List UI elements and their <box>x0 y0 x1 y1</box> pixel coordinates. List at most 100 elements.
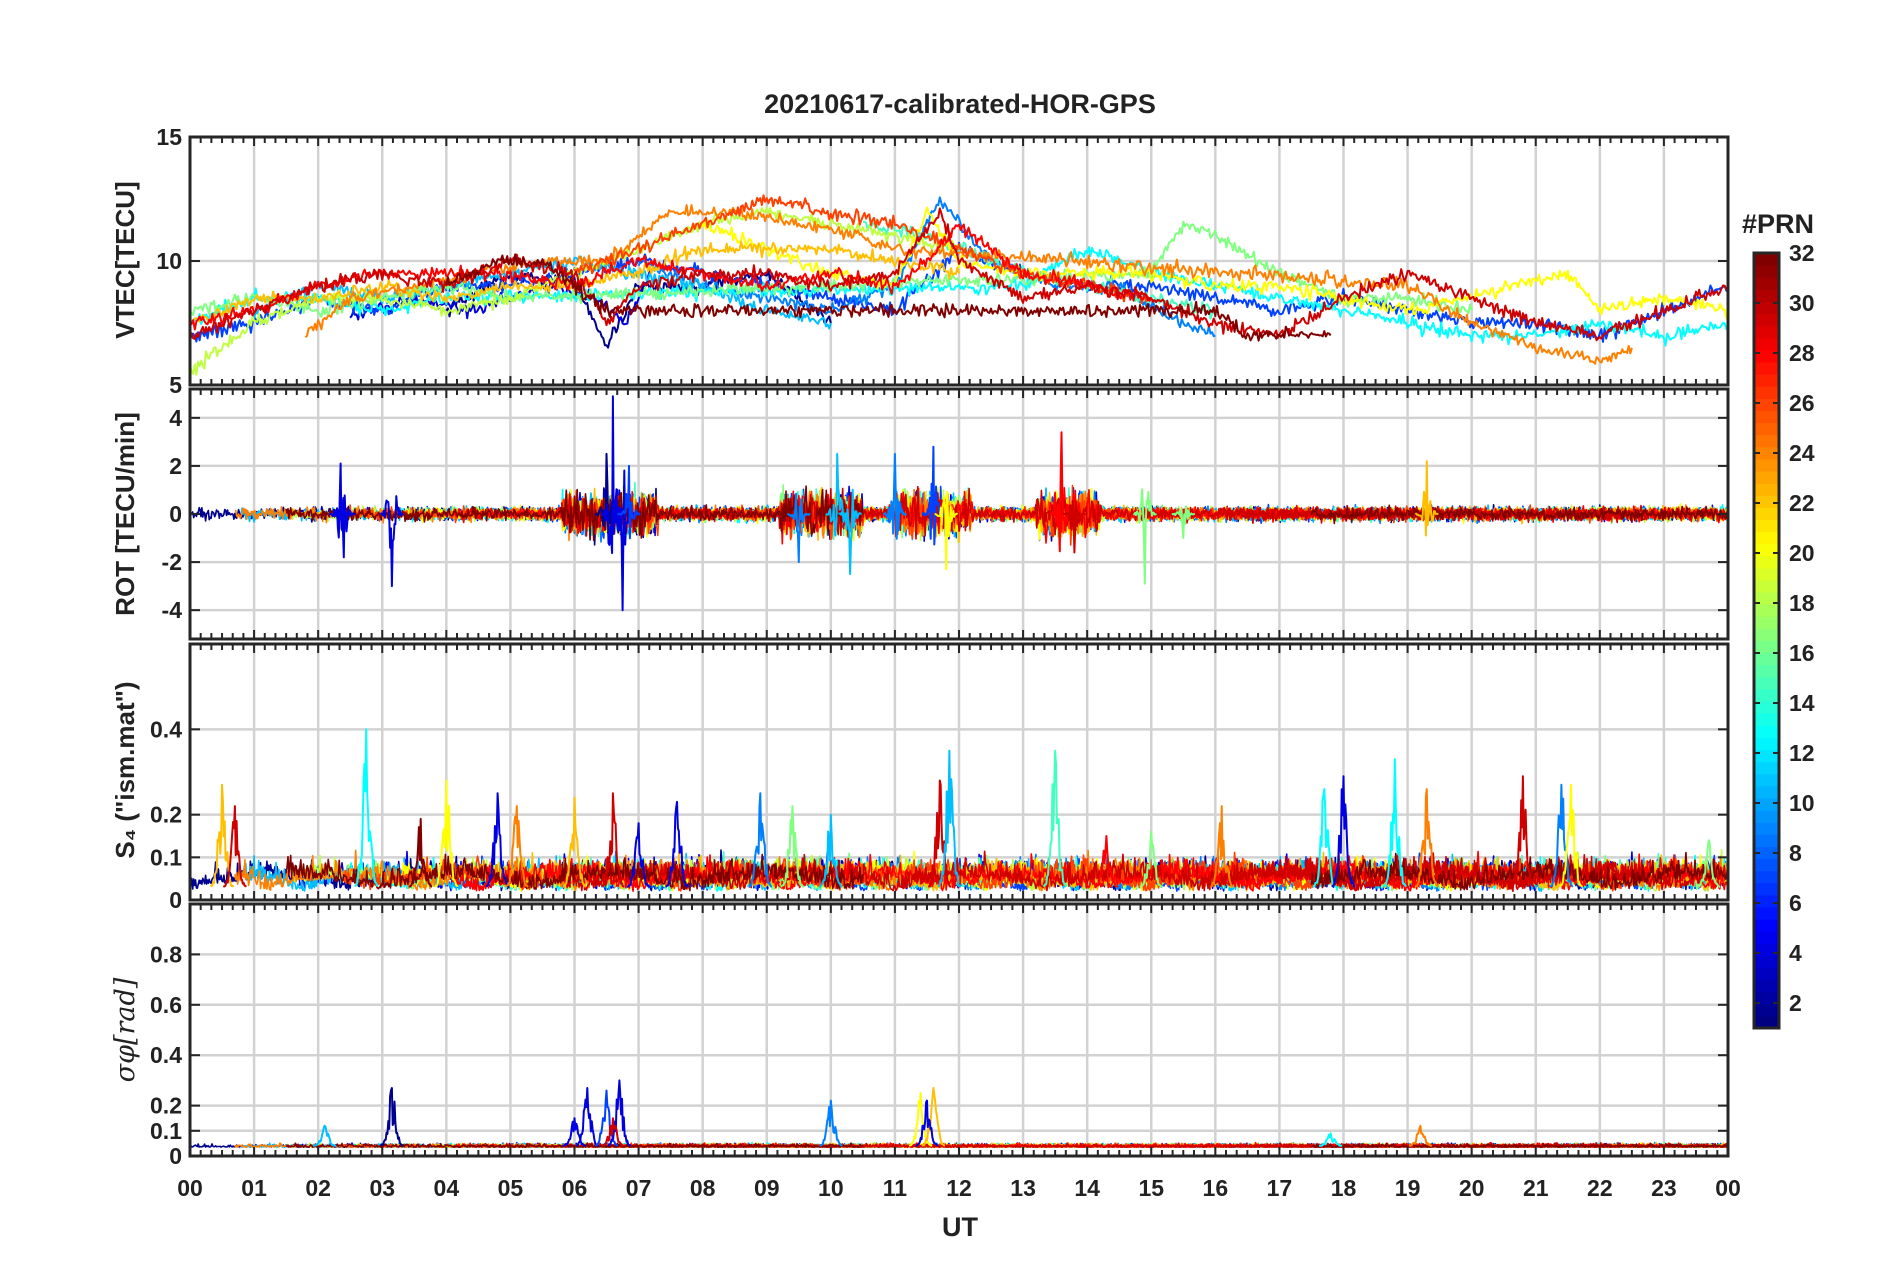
panel-sigma_phi: 00.10.2 0.4 0.6 0.8 σφ[rad] <box>110 902 1730 1169</box>
colorbar-tick-label: 4 <box>1789 940 1802 966</box>
s4-event-26 <box>1559 783 1583 888</box>
colorbar-cell <box>1754 991 1779 1005</box>
s4-event-20 <box>1312 788 1336 888</box>
colorbar-frame <box>1752 251 1781 1030</box>
colorbar-cell <box>1754 555 1779 569</box>
colorbar-cell <box>1754 725 1779 738</box>
colorbar-cell <box>1754 967 1779 981</box>
s4-event-13 <box>819 813 843 888</box>
x-tick-label: 18 <box>1331 1175 1357 1201</box>
plot-area-rot <box>190 395 1728 612</box>
colorbar-cell <box>1754 604 1779 617</box>
colorbar-tick-label: 28 <box>1789 340 1815 366</box>
colorbar-cell <box>1754 386 1779 399</box>
colorbar-cell <box>1754 507 1779 521</box>
colorbar-cell <box>1754 1015 1779 1029</box>
sigma_phi-event-4 <box>594 1089 619 1147</box>
y-tick-label-vtec: 15 <box>156 124 182 150</box>
y-tick-label-rot: -2 <box>162 549 182 575</box>
s4-event-21 <box>1331 775 1356 888</box>
s4-event-16 <box>1042 749 1068 888</box>
colorbar-cell <box>1754 592 1779 605</box>
colorbar-cell <box>1754 446 1779 460</box>
x-tick-labels: 00 01 02 03 04 05 06 07 08 09 10 11 12 13 14 15 16 17 18 19… <box>177 1175 1741 1201</box>
colorbar-cell <box>1754 567 1779 581</box>
plot-area-vtec <box>190 194 1728 376</box>
colorbar-cell <box>1754 519 1779 533</box>
y-tick-label-sigma_phi: 0.2 <box>150 1093 182 1119</box>
x-tick-label: 05 <box>498 1175 524 1201</box>
colorbar-cell <box>1754 858 1779 872</box>
s4-event-0 <box>209 783 235 888</box>
colorbar-cell <box>1754 579 1779 593</box>
x-tick-label: 10 <box>818 1175 844 1201</box>
colorbar-tick-label: 32 <box>1789 240 1815 266</box>
plot-area-s4 <box>190 728 1728 893</box>
colorbar-cell <box>1754 882 1779 896</box>
y-axis-label-sigma_phi: σφ[rad] <box>110 977 141 1082</box>
colorbar-cell <box>1754 470 1779 484</box>
x-tick-label: 03 <box>369 1175 395 1201</box>
colorbar-tick-label: 20 <box>1789 540 1815 566</box>
x-tick-label: 00 <box>1715 1175 1741 1201</box>
rot-event-7 <box>787 492 811 564</box>
x-axis-label: UT <box>942 1212 978 1242</box>
vtec-series-prn-30 <box>190 207 1728 342</box>
y-tick-label-vtec: 5 <box>169 372 182 398</box>
x-tick-label: 01 <box>241 1175 267 1201</box>
vtec-series-prn-32 <box>445 253 1332 342</box>
x-tick-label: 22 <box>1587 1175 1613 1201</box>
s4-event-2 <box>354 728 379 888</box>
colorbar-cell <box>1754 277 1779 290</box>
y-tick-label-vtec: 10 <box>156 248 182 274</box>
vtec-series-prn-12 <box>190 246 1728 347</box>
s4-series-prn-32 <box>1310 851 1728 891</box>
panel-s4: 0 0.1 0.2 0.4 S₄ ("ism.mat") <box>110 642 1730 913</box>
rot-event-6 <box>617 464 641 540</box>
s4-event-24 <box>1510 775 1535 888</box>
colorbar-tick-label: 14 <box>1789 690 1815 716</box>
sigma_phi-event-6 <box>601 1117 625 1147</box>
x-tick-label: 11 <box>883 1175 908 1201</box>
colorbar-cell <box>1754 701 1779 714</box>
y-tick-label-rot: 4 <box>169 405 182 431</box>
s4-event-14 <box>927 779 952 888</box>
x-tick-label: 00 <box>177 1175 203 1201</box>
colorbar-cell <box>1754 495 1779 508</box>
colorbar-cell <box>1754 652 1779 666</box>
x-tick-label: 20 <box>1459 1175 1485 1201</box>
y-tick-label-rot: 0 <box>169 501 182 527</box>
y-tick-label-sigma_phi: 0.6 <box>150 992 182 1018</box>
y-tick-label-s4: 0 <box>169 887 182 913</box>
colorbar-cell <box>1754 349 1779 363</box>
colorbar-tick-label: 30 <box>1789 290 1815 316</box>
y-tick-label-sigma_phi: 0.4 <box>150 1042 182 1068</box>
x-ticks-rot <box>189 389 1729 639</box>
sigma_phi-series-prn-32 <box>1310 1142 1728 1148</box>
x-tick-label: 19 <box>1395 1175 1421 1201</box>
colorbar-cell <box>1754 374 1779 387</box>
colorbar-cell <box>1754 458 1779 472</box>
y-tick-label-s4: 0.4 <box>150 716 182 742</box>
sigma_phi-event-8 <box>908 1092 933 1147</box>
colorbar-cell <box>1754 337 1779 351</box>
colorbar-cell <box>1754 943 1779 956</box>
colorbar-cell <box>1754 919 1779 932</box>
panel-vtec: 5 10 15 VTEC[TECU] <box>110 124 1730 398</box>
colorbar-cell <box>1754 483 1779 496</box>
grid-sigma_phi <box>188 904 1730 1158</box>
colorbar-tick-label: 24 <box>1789 440 1815 466</box>
colorbar-cell <box>1754 676 1779 690</box>
sigma_phi-event-1 <box>379 1087 404 1147</box>
s4-event-10 <box>665 800 690 888</box>
s4-event-3 <box>408 817 433 888</box>
y-tick-label-s4: 0.1 <box>150 844 182 870</box>
s4-event-27 <box>1696 839 1721 888</box>
rot-event-15 <box>1132 488 1157 585</box>
s4-event-7 <box>562 796 587 888</box>
x-tick-label: 23 <box>1651 1175 1677 1201</box>
colorbar-cell <box>1754 325 1779 339</box>
colorbar-title: #PRN <box>1742 209 1814 239</box>
s4-event-6 <box>504 805 529 888</box>
